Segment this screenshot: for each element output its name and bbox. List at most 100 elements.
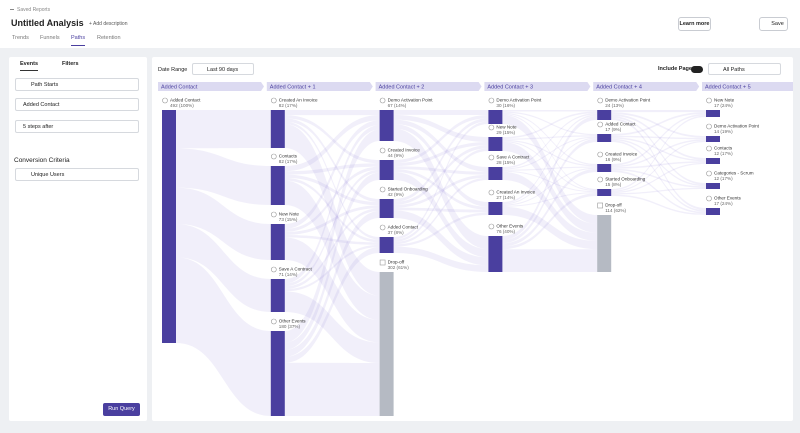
node-icon (379, 147, 386, 154)
flow (393, 145, 489, 205)
node-bar (706, 208, 720, 215)
flow (393, 114, 489, 143)
sidebar-tab-filters[interactable]: Filters (62, 61, 79, 67)
column-header-bg (158, 82, 264, 91)
node-count: 27 (14%) (496, 195, 515, 200)
node-icon (270, 97, 277, 104)
node-icon (706, 97, 712, 104)
flow (393, 110, 489, 116)
node-label: Created An Invoice (496, 190, 535, 195)
node-bar (270, 110, 285, 148)
date-select[interactable]: Last 90 days (192, 63, 254, 75)
steps-select[interactable]: 5 steps after (15, 120, 139, 133)
flow (502, 142, 598, 233)
back-link[interactable]: Saved Reports (10, 7, 50, 13)
node-bar (270, 331, 285, 416)
flow (502, 114, 598, 191)
flow (502, 141, 598, 192)
node-icon (488, 97, 495, 104)
node-icon (162, 97, 168, 104)
flow (393, 124, 489, 207)
column-header-bg (266, 82, 373, 91)
include-pages-toggle[interactable] (691, 66, 703, 73)
tab-funnels[interactable]: Funnels (40, 35, 60, 41)
node-label: Created An Invoice (279, 98, 318, 103)
flow (502, 168, 598, 247)
flow (611, 140, 706, 212)
node-count: 82 (17%) (279, 159, 298, 164)
flow (393, 128, 489, 249)
flow (284, 208, 380, 290)
paths-select[interactable]: All Paths (708, 63, 781, 75)
node-bar (270, 279, 285, 312)
node-count: 17 (24%) (714, 201, 733, 206)
path-starts[interactable]: Path Starts (15, 78, 139, 91)
flow (393, 142, 489, 167)
flow (611, 114, 706, 160)
learn-more-button[interactable]: Learn more (678, 17, 711, 31)
flow (284, 121, 380, 240)
flow (284, 118, 380, 203)
flow (284, 110, 380, 116)
flow (284, 120, 380, 229)
flow (284, 115, 380, 172)
flow (502, 167, 598, 206)
column-header-bg (593, 82, 700, 91)
flow (611, 139, 706, 168)
node-label: New Note (714, 98, 735, 103)
node-label: Demo Activation Point (388, 98, 434, 103)
node-icon (488, 124, 495, 131)
start-event[interactable]: Added Contact (15, 98, 139, 111)
flow (611, 110, 706, 113)
flow (284, 362, 380, 416)
node-label: Other Events (279, 319, 307, 324)
flow (284, 174, 380, 206)
node-count: 12 (17%) (714, 176, 733, 181)
node-bar (488, 110, 503, 124)
tab-trends[interactable]: Trends (12, 35, 29, 41)
flow (611, 137, 706, 162)
flow (176, 223, 271, 312)
flow (393, 210, 489, 266)
flow (502, 166, 598, 171)
node-bar (488, 202, 503, 215)
node-icon (379, 259, 386, 266)
flow (284, 125, 380, 284)
flow (393, 166, 489, 175)
flow (284, 291, 380, 364)
flow (284, 244, 380, 292)
node-count: 67 (14%) (388, 103, 407, 108)
flow (284, 124, 380, 296)
save-button[interactable]: Save (759, 17, 788, 31)
flow (611, 112, 706, 136)
flow (502, 111, 598, 136)
tab-retention[interactable]: Retention (97, 35, 121, 41)
flow (393, 115, 489, 164)
node-label: New Note (496, 125, 517, 130)
column-header: Added Contact + 3 (487, 85, 533, 91)
add-description[interactable]: + Add description (89, 21, 128, 27)
drop-off-bar (379, 272, 394, 416)
node-bar (379, 110, 394, 141)
run-query-button[interactable]: Run Query (103, 403, 140, 416)
node-icon (597, 151, 604, 158)
node-bar (162, 110, 176, 343)
node-bar (597, 164, 612, 172)
flow (393, 207, 489, 213)
node-count: 28 (15%) (496, 160, 515, 165)
flow (502, 135, 598, 140)
tab-paths[interactable]: Paths (71, 35, 86, 46)
flow (502, 114, 598, 204)
node-icon (488, 189, 495, 196)
node-bar (706, 183, 720, 189)
sidebar-tab-events[interactable]: Events (20, 61, 39, 71)
flow (502, 116, 598, 240)
node-icon (270, 266, 277, 273)
node-count: 15 (8%) (605, 182, 622, 187)
column-header: Added Contact (161, 85, 198, 91)
conversion-select[interactable]: Unique Users (15, 168, 139, 181)
node-count: 16 (9%) (605, 157, 622, 162)
node-bar (270, 224, 285, 260)
